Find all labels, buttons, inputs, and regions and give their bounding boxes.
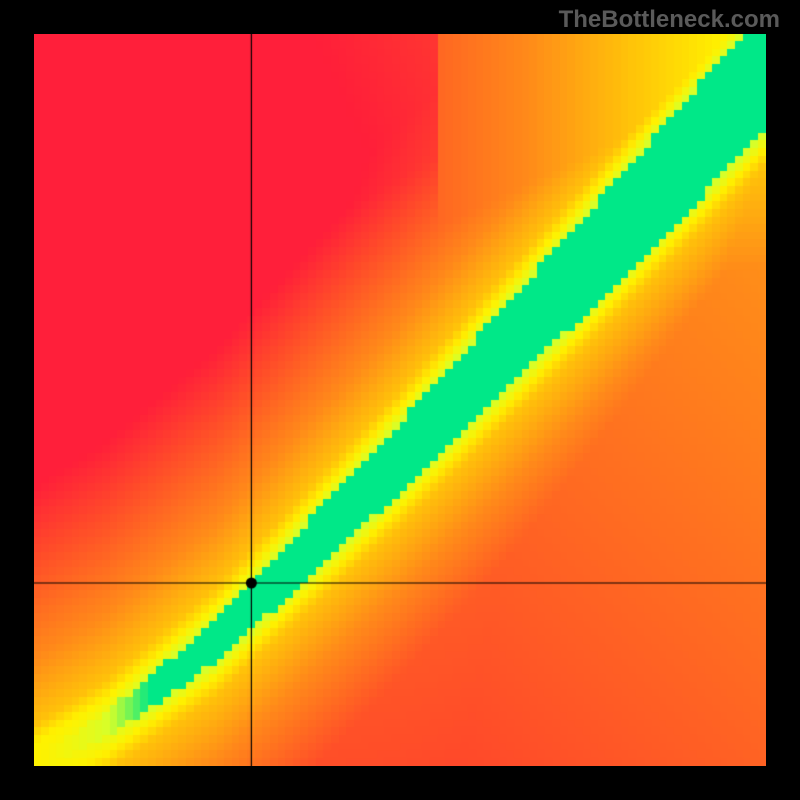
bottleneck-heatmap	[34, 34, 766, 766]
chart-container: TheBottleneck.com	[0, 0, 800, 800]
attribution-label: TheBottleneck.com	[559, 6, 780, 34]
